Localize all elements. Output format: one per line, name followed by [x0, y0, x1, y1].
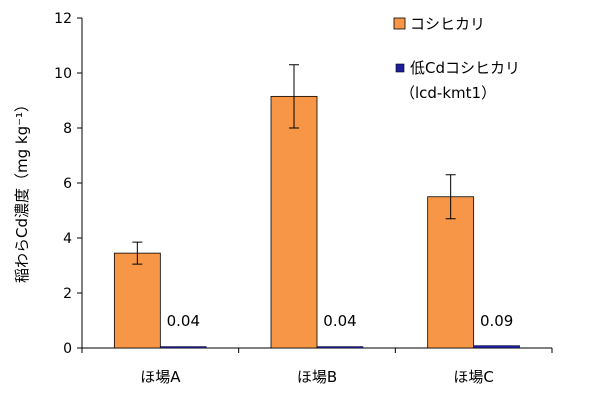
x-axis: ほ場A ほ場B ほ場C	[81, 347, 553, 386]
y-tick-label: 12	[54, 11, 72, 27]
y-tick-label: 2	[63, 286, 72, 302]
y-tick-label: 8	[63, 121, 72, 137]
x-category-label: ほ場A	[140, 368, 181, 386]
bar-low-cd	[316, 346, 364, 349]
y-axis-title: 稲わらCd濃度（mg kg⁻¹）	[13, 97, 31, 283]
bar-koshihikari	[427, 196, 475, 349]
legend-label-koshihikari: コシヒカリ	[410, 15, 485, 33]
x-category-label: ほ場C	[453, 368, 493, 386]
y-axis: 0 2 4 6 8 10 12	[54, 11, 83, 357]
y-tick-label: 4	[63, 231, 72, 247]
legend-swatch-koshihikari	[393, 17, 406, 30]
legend-swatch-low-cd	[395, 63, 405, 73]
data-labels: 0.04 0.04 0.09	[167, 312, 514, 330]
data-label: 0.04	[323, 312, 356, 330]
legend-label-low-cd-line2: （lcd-kmt1）	[400, 84, 496, 102]
data-label: 0.04	[167, 312, 200, 330]
x-category-label: ほ場B	[297, 368, 337, 386]
bar-low-cd	[160, 346, 207, 349]
bar-low-cd	[473, 345, 520, 349]
y-axis-label: 稲わらCd濃度（mg kg⁻¹）	[13, 97, 31, 283]
legend-label-low-cd: 低Cdコシヒカリ	[410, 59, 520, 77]
y-tick-label: 0	[63, 341, 72, 357]
bars	[113, 64, 520, 349]
legend: コシヒカリ 低Cdコシヒカリ （lcd-kmt1）	[393, 15, 520, 102]
y-tick-label: 10	[54, 66, 72, 82]
bar-koshihikari	[270, 95, 318, 349]
bar-koshihikari	[113, 252, 161, 349]
data-label: 0.09	[480, 312, 513, 330]
y-tick-label: 6	[63, 176, 72, 192]
